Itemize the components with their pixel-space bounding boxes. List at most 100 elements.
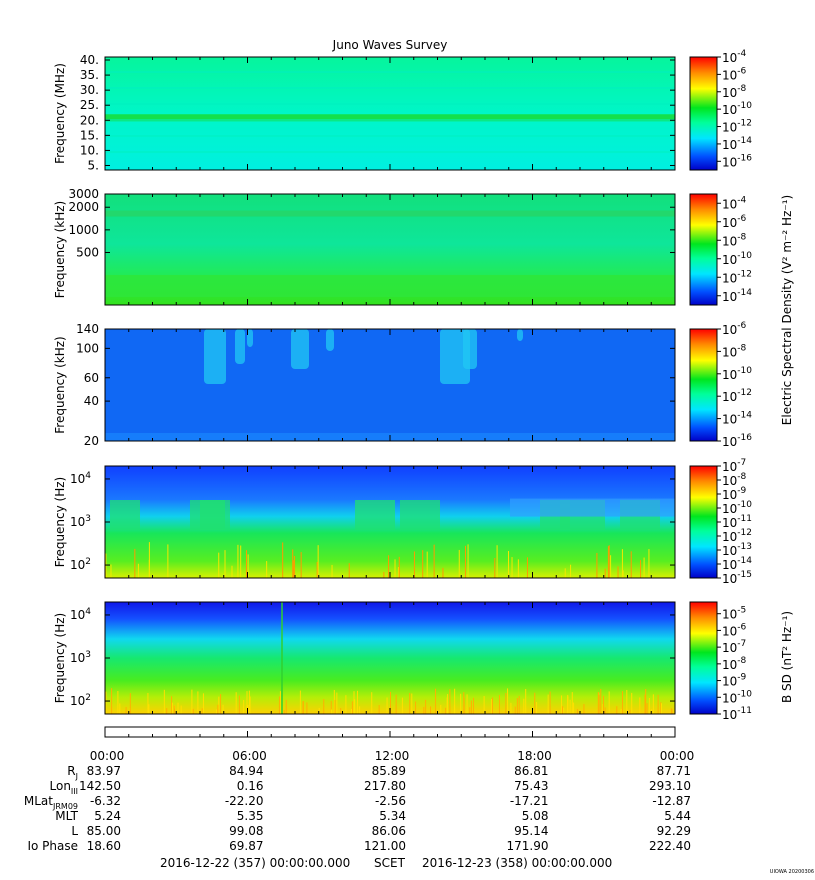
colorbar-scale (689, 328, 718, 442)
ephemeris-value: -22.20 (225, 794, 264, 808)
colorbar-scale (689, 56, 718, 171)
colorbar-tick-label: 10-14 (722, 411, 752, 427)
colorbar-tick-label: 10-16 (722, 433, 752, 449)
y-tick-label: 104 (70, 607, 91, 622)
colorbar-tick-label: 10-10 (722, 366, 752, 382)
ephemeris-value: 5.08 (522, 809, 549, 823)
colorbar-tick-label: 10-11 (722, 514, 752, 530)
band-line (105, 135, 675, 137)
time-axis: 00:00 06:00 12:00 18:00 00:00 (90, 726, 695, 763)
ephemeris-value: 92.29 (657, 824, 691, 838)
colorbar-scale (689, 193, 718, 306)
colorbar-tick-label: 10-4 (722, 49, 747, 65)
panel-2-features (105, 210, 675, 297)
y-tick-label: 2000 (68, 200, 99, 214)
ephemeris-value: 217.80 (364, 779, 406, 793)
emission-burst (440, 329, 470, 384)
band-line (105, 71, 675, 73)
ephemeris-table: RJ 83.97 84.94 85.89 86.81 87.71 LonIII 142.50 0… (24, 764, 691, 853)
band-line (105, 151, 675, 153)
ephemeris-value: 222.40 (649, 839, 691, 853)
low-freq-band (105, 275, 675, 297)
spectrogram-panels: 5.10.15.20.25.30.35.40. Frequency (MHz) 50… (53, 53, 676, 715)
time-range-end: 2016-12-23 (358) 00:00:00.000 (422, 856, 612, 870)
band-line (105, 119, 675, 121)
colorbar-label-electric: Electric Spectral Density (V² m⁻² Hz⁻¹) (780, 195, 794, 425)
emission-patch (200, 500, 225, 530)
panel-1: 5.10.15.20.25.30.35.40. Frequency (MHz) (53, 53, 676, 172)
ephemeris-value: 121.00 (364, 839, 406, 853)
colorbars: 10-410-610-810-1010-1210-1410-1610-410-6… (689, 49, 752, 722)
chart-title: Juno Waves Survey (332, 38, 448, 52)
ephemeris-label: LonIII (50, 779, 79, 796)
emission-burst (204, 329, 226, 384)
y-tick-label: 3000 (68, 187, 99, 201)
emission-band (105, 210, 675, 217)
time-range-label: SCET (374, 856, 406, 870)
panel-3: 20 40 60 100 140 Frequency (kHz) (53, 322, 676, 448)
spectrogram-1 (105, 57, 675, 170)
y-tick-label: 100 (76, 341, 99, 355)
y-axis-label: Frequency (kHz) (53, 201, 67, 298)
ephemeris-value: 83.97 (87, 764, 121, 778)
y-axis-label: Frequency (kHz) (53, 336, 67, 433)
ephemeris-value: 142.50 (79, 779, 121, 793)
time-tick-label: 00:00 (90, 749, 125, 763)
upper-band (510, 498, 675, 517)
y-tick-label: 140 (76, 322, 99, 336)
colorbar-2: 10-4 10-6 10-8 10-10 10-12 10-14 (689, 193, 752, 306)
ephemeris-value: 99.08 (229, 824, 263, 838)
colorbar-tick-label: 10-12 (722, 388, 752, 404)
colorbar-tick-label: 10-6 (722, 214, 747, 230)
y-axis-label: Frequency (Hz) (53, 477, 67, 568)
colorbar-tick-label: 10-8 (722, 84, 747, 100)
ephemeris-value: 5.44 (664, 809, 691, 823)
y-tick-label: 15. (80, 128, 99, 142)
colorbar-tick-label: 10-15 (722, 570, 752, 586)
colorbar-tick-label: 10-10 (722, 500, 752, 516)
y-tick-label: 103 (70, 514, 91, 529)
colorbar-tick-label: 10-7 (722, 458, 746, 474)
ephemeris-value: 95.14 (514, 824, 548, 838)
colorbar-tick-label: 10-16 (722, 153, 752, 169)
ephemeris-value: 86.06 (372, 824, 406, 838)
time-tick-label: 06:00 (232, 749, 267, 763)
colorbar-tick-label: 10-9 (722, 673, 747, 689)
colorbar-tick-label: 10-12 (722, 528, 752, 544)
colorbar-tick-label: 10-6 (722, 622, 747, 638)
panel-1-features (105, 71, 675, 153)
emission-burst (247, 329, 253, 347)
colorbar-tick-label: 10-7 (722, 639, 746, 655)
ephemeris-value: 69.87 (229, 839, 263, 853)
panel-4-features (104, 498, 675, 578)
emission-patch (110, 500, 140, 530)
emission-burst (291, 329, 309, 369)
colorbar-tick-label: 10-12 (722, 269, 752, 285)
colorbar-tick-label: 10-10 (722, 101, 752, 117)
emission-band (105, 114, 675, 122)
ephemeris-value: -6.32 (90, 794, 121, 808)
colorbar-tick-label: 10-8 (722, 472, 747, 488)
ephemeris-label: MLT (55, 809, 78, 823)
colorbar-tick-label: 10-10 (722, 251, 752, 267)
ephemeris-value: 5.24 (94, 809, 121, 823)
band-line (105, 103, 675, 105)
y-tick-label: 40 (84, 394, 99, 408)
y-axis-label: Frequency (MHz) (53, 63, 67, 164)
ephemeris-value: -12.87 (652, 794, 691, 808)
ephemeris-value: 87.71 (657, 764, 691, 778)
ephemeris-label: RJ (67, 764, 78, 781)
colorbar-label-magnetic: B SD (nT² Hz⁻¹) (780, 611, 794, 703)
y-tick-label: 103 (70, 650, 91, 665)
time-tick-label: 12:00 (375, 749, 410, 763)
time-tick-label: 00:00 (660, 749, 695, 763)
colorbar-tick-label: 10-8 (722, 343, 747, 359)
emission-patch (355, 500, 395, 530)
colorbar-scale (689, 465, 718, 579)
y-tick-label: 30. (80, 83, 99, 97)
ephemeris-label: MLatJRM09 (24, 794, 78, 811)
colorbar-tick-label: 10-5 (722, 606, 746, 622)
emission-burst (235, 329, 245, 364)
